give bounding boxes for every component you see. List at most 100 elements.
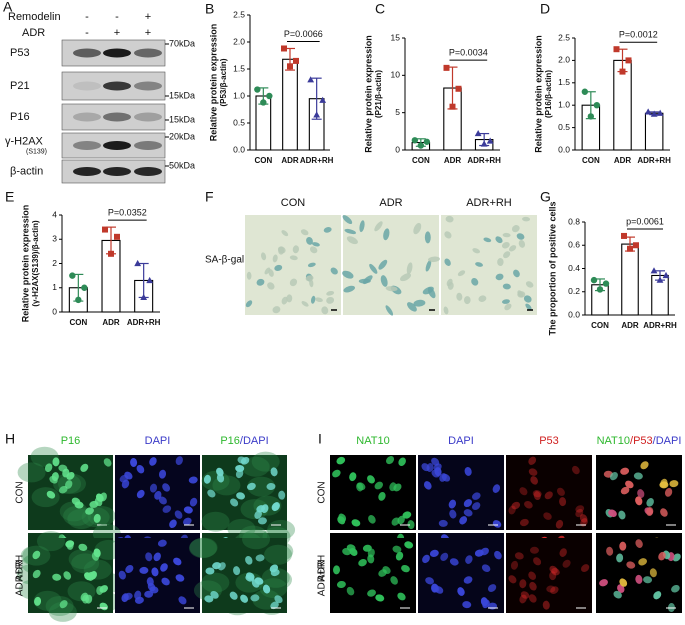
- cell: [516, 233, 525, 240]
- y-tick-label: 15: [391, 32, 401, 42]
- cell: [264, 267, 271, 275]
- nucleus: [649, 568, 657, 578]
- cell: [306, 236, 313, 245]
- micrograph: [506, 538, 592, 613]
- y-tick-label: 5: [395, 107, 400, 117]
- cell: [513, 269, 520, 278]
- data-point: [81, 284, 88, 291]
- nucleus: [240, 594, 249, 603]
- nucleus: [514, 552, 524, 560]
- nucleus: [270, 601, 279, 610]
- stain-label: SA-β-gal: [205, 255, 244, 266]
- nucleus: [559, 497, 567, 507]
- nucleus: [175, 574, 185, 582]
- nucleus: [272, 502, 280, 511]
- nucleus: [158, 469, 167, 479]
- nucleus: [237, 456, 247, 464]
- nucleus: [188, 476, 198, 484]
- cell: [292, 245, 300, 254]
- cell: [261, 252, 267, 261]
- nucleus: [230, 498, 239, 507]
- data-point: [650, 267, 658, 274]
- y-tick-label: 0.0: [558, 144, 570, 154]
- blot-band: [103, 141, 131, 150]
- nucleus: [646, 498, 654, 507]
- label-part: /P53: [630, 435, 653, 447]
- nucleus: [457, 587, 465, 596]
- x-tick-label: CON: [582, 156, 600, 165]
- data-point: [581, 88, 589, 95]
- nucleus: [653, 591, 662, 600]
- nucleus: [599, 579, 608, 587]
- p-value: P=0.0034: [449, 47, 488, 57]
- data-point: [613, 46, 620, 53]
- cell: [478, 295, 487, 302]
- data-point: [134, 259, 142, 267]
- cell: [380, 275, 388, 287]
- cytoplasm: [59, 501, 88, 522]
- nucleus: [544, 491, 553, 500]
- nucleus: [555, 519, 564, 529]
- cytoplasm: [17, 462, 46, 483]
- cell: [323, 227, 332, 233]
- nucleus: [472, 502, 481, 511]
- data-point: [627, 245, 633, 252]
- mw-label: 20kDa: [169, 131, 195, 141]
- cytoplasm: [242, 529, 271, 550]
- nucleus: [62, 468, 70, 478]
- data-point: [443, 64, 450, 71]
- nucleus: [635, 539, 643, 548]
- x-tick-label: ADR: [614, 156, 632, 165]
- cell: [525, 303, 532, 311]
- nucleus: [395, 551, 404, 561]
- nucleus: [546, 585, 556, 593]
- label-part: /DAPI: [240, 435, 269, 447]
- cell: [385, 305, 394, 316]
- data-point: [69, 272, 76, 279]
- cell: [343, 285, 355, 293]
- nucleus: [378, 491, 386, 501]
- y-axis-label: (P53/β-actin): [219, 58, 228, 106]
- cell: [309, 246, 318, 254]
- nucleus: [337, 516, 346, 525]
- nucleus: [378, 569, 387, 577]
- nucleus: [157, 539, 167, 547]
- nucleus: [233, 566, 241, 576]
- nucleus: [481, 564, 491, 573]
- nucleus: [425, 577, 434, 585]
- blot-label: P21: [10, 80, 30, 92]
- column-label: DAPI: [145, 435, 171, 447]
- cell: [495, 273, 504, 281]
- blot-label: P53: [10, 47, 30, 59]
- nucleus: [633, 472, 643, 480]
- x-tick-label: ADR+RH: [643, 321, 677, 330]
- cell: [463, 296, 471, 305]
- nucleus: [487, 584, 497, 592]
- cell: [278, 246, 285, 255]
- blot-sublabel: (S139): [26, 148, 47, 155]
- nucleus: [125, 565, 134, 574]
- nucleus: [59, 600, 68, 609]
- cell: [369, 263, 378, 274]
- cell: [471, 278, 479, 286]
- treatment-sign: -: [85, 11, 89, 23]
- x-tick-label: ADR: [102, 318, 120, 327]
- nucleus: [257, 517, 267, 525]
- nucleus: [93, 548, 101, 558]
- nucleus: [463, 509, 473, 517]
- nucleus: [438, 519, 448, 527]
- nucleus: [404, 541, 414, 549]
- y-axis-label: (P21/β-actin): [374, 70, 383, 118]
- row-label: ADR+RH: [15, 555, 26, 596]
- nucleus: [581, 564, 590, 573]
- cytoplasm: [261, 567, 290, 588]
- nucleus: [625, 480, 634, 489]
- nucleus: [575, 505, 585, 513]
- blot-band: [134, 48, 162, 58]
- p-value: p=0.0061: [626, 216, 664, 226]
- blot-band: [134, 81, 162, 91]
- p-value: P=0.0012: [619, 30, 658, 40]
- cell: [326, 296, 335, 304]
- nucleus: [270, 467, 278, 477]
- cell: [326, 290, 335, 296]
